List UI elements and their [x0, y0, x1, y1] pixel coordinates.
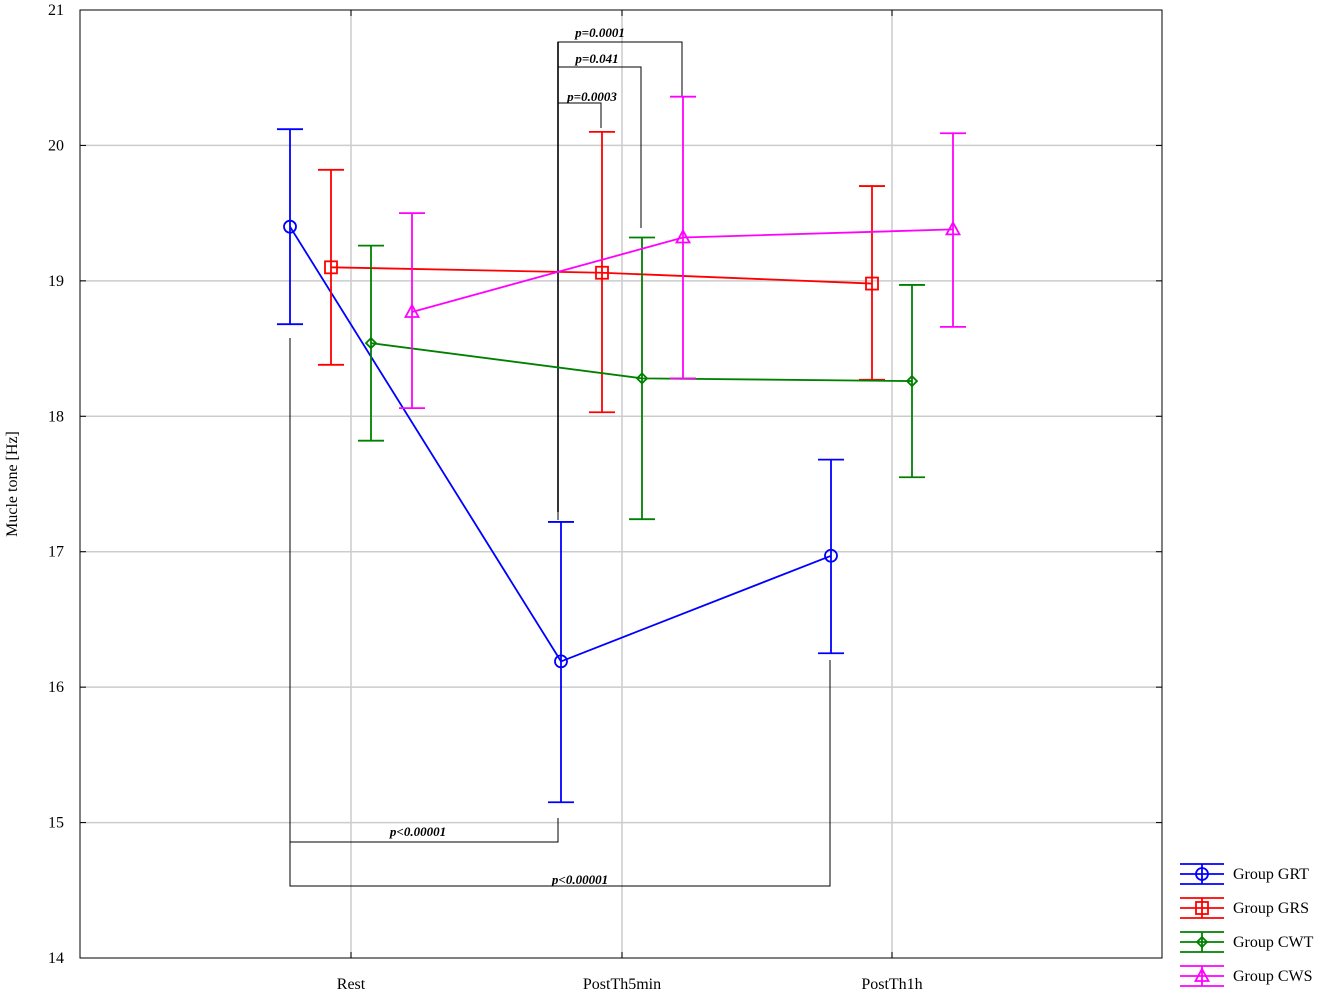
y-axis-title: Mucle tone [Hz] — [4, 431, 21, 537]
legend-item: Group CWT — [1180, 932, 1314, 952]
y-tick-label: 17 — [48, 544, 64, 561]
y-tick-label: 15 — [48, 815, 64, 832]
grid — [80, 10, 1162, 958]
legend-label: Group GRT — [1233, 866, 1309, 883]
y-tick-label: 19 — [48, 273, 64, 290]
p-value-label: p=0.0003 — [566, 89, 617, 104]
legend-label: Group CWT — [1233, 934, 1314, 951]
legend: Group GRT Group GRS Group CWT Group CWS — [1180, 864, 1314, 986]
legend-label: Group CWS — [1233, 968, 1313, 985]
x-tick-label: Rest — [337, 976, 366, 993]
axis-ticks: 14 15 16 17 18 19 20 21 Rest PostTh5min PostTh1h — [48, 2, 1162, 993]
legend-label: Group GRS — [1233, 900, 1309, 917]
y-tick-label: 20 — [48, 137, 64, 154]
y-tick-label: 16 — [48, 679, 64, 696]
p-value-label: p<0.00001 — [389, 824, 446, 839]
plot-frame — [80, 10, 1162, 958]
significance-bracket — [290, 660, 830, 886]
series-group-grt — [277, 129, 844, 802]
significance-brackets: p=0.0001 p=0.041 p=0.0003 p<0.00001 p<0.0000… — [290, 25, 830, 887]
x-tick-label: PostTh1h — [861, 976, 922, 993]
x-tick-label: PostTh5min — [583, 976, 661, 993]
series-group-grs — [318, 132, 885, 412]
legend-item: Group GRT — [1180, 864, 1309, 884]
y-tick-label: 21 — [48, 2, 64, 19]
y-tick-label: 14 — [48, 950, 64, 967]
significance-bracket — [290, 338, 558, 842]
legend-item: Group CWS — [1180, 966, 1313, 986]
series-group-cwt — [358, 238, 925, 520]
p-value-label: p=0.041 — [574, 51, 618, 66]
p-value-label: p<0.00001 — [551, 872, 608, 887]
p-value-label: p=0.0001 — [574, 25, 625, 40]
y-tick-label: 18 — [48, 408, 64, 425]
series-group-cws — [399, 97, 966, 408]
legend-item: Group GRS — [1180, 898, 1309, 918]
significance-bracket — [558, 103, 601, 128]
